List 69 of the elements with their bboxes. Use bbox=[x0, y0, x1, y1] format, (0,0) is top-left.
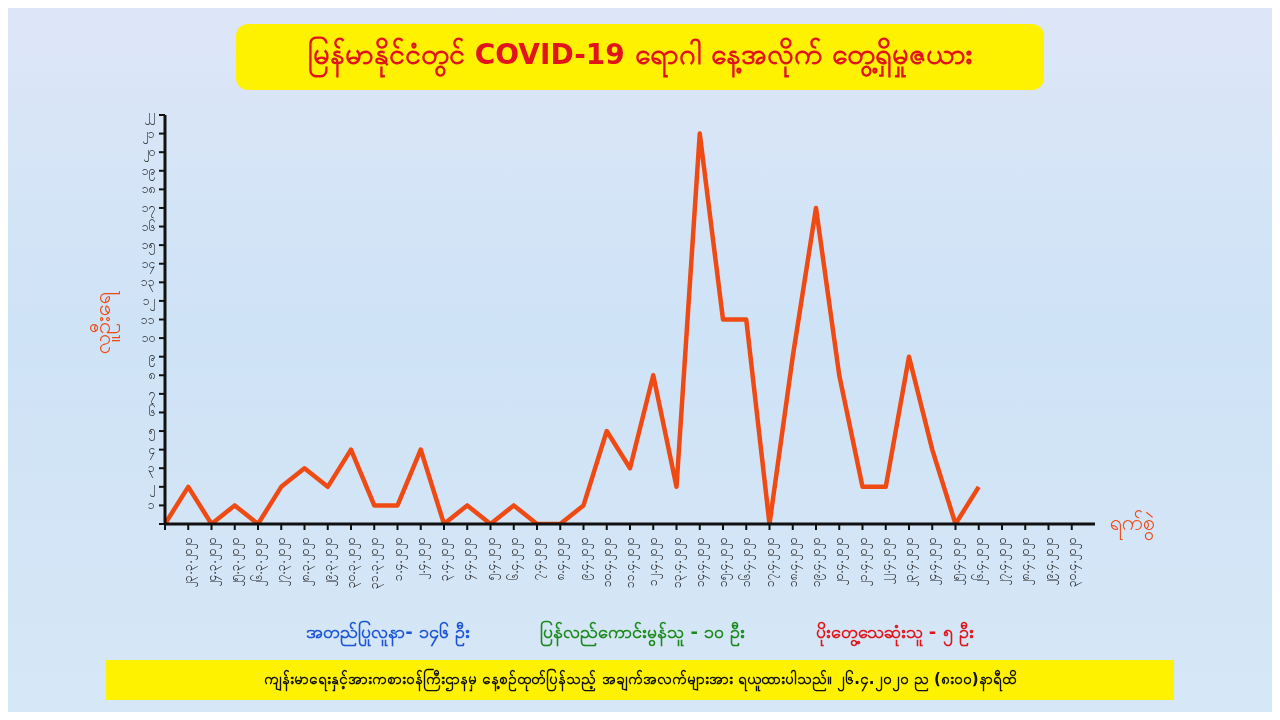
y-tick-label: ၁၈ bbox=[142, 182, 155, 197]
x-tick-label: ၂၆.၄.၂၀၂၀ bbox=[970, 538, 989, 585]
x-tick-label: ၈.၄.၂၀၂၀ bbox=[553, 538, 571, 580]
x-tick-label: ၅.၄.၂၀၂၀ bbox=[483, 538, 501, 580]
x-tick-label: ၉.၄.၂၀၂၀ bbox=[576, 538, 594, 580]
x-tick-label: ၁၀.၄.၂၀၂၀ bbox=[599, 538, 617, 587]
x-tick-label: ၂၃.၄.၂၀၂၀ bbox=[902, 538, 919, 586]
x-tick-label: ၂၁.၄.၂၀၂၀ bbox=[855, 538, 873, 586]
x-tick-label: ၂၈.၃.၂၀၂၀ bbox=[297, 538, 315, 586]
x-tick-label: ၄.၄.၂၀၂၀ bbox=[460, 538, 478, 580]
y-tick-label: ၁၁ bbox=[141, 312, 155, 327]
x-tick-label: ၁၇.၄.၂၀၂၀ bbox=[762, 538, 780, 587]
x-tick-label: ၁၂.၄.၂၀၂၀ bbox=[646, 538, 664, 586]
y-tick-label: ၁၉ bbox=[142, 163, 155, 181]
x-tick-label: ၂၉.၃.၂၀၂၀ bbox=[320, 538, 338, 586]
y-tick-label: ၂၂ bbox=[145, 108, 155, 125]
x-tick-label: ၁၄.၄.၂၀၂၀ bbox=[692, 538, 710, 587]
x-tick-label: ၇.၄.၂၀၂၀ bbox=[530, 538, 547, 580]
x-tick-label: ၂၃.၃.၂၀၂၀ bbox=[181, 538, 199, 587]
x-tick-label: ၂၇.၄.၂၀၂၀ bbox=[995, 538, 1012, 585]
x-tick-label: ၃၀.၃.၂၀၂၀ bbox=[344, 538, 361, 588]
y-tick-label: ၁၂ bbox=[143, 293, 155, 311]
x-tick-label: ၁၉.၄.၂၀၂၀ bbox=[809, 538, 826, 587]
x-tick-label: ၂၈.၄.၂၀၂၀ bbox=[1018, 538, 1036, 585]
y-tick-label: ၃ bbox=[148, 461, 155, 479]
y-tick-label: ၁၄ bbox=[142, 256, 155, 274]
y-tick-label: ၄ bbox=[149, 442, 155, 460]
y-tick-label: ၈ bbox=[149, 368, 155, 383]
text: အတည်ပြုလူနာ- ၁၄၆ ဦး bbox=[306, 620, 471, 647]
x-tick-label: ၂၉.၄.၂၀၂၀ bbox=[1041, 538, 1059, 585]
y-tick-label: ၁၅ bbox=[142, 238, 155, 256]
text: ကျန်းမာရေးနှင့်အားကစားဝန်ကြီးဌာနမှ နေ့စဉ်ထုတ်ပြန်သည့် အချက်အလက်များအား ရယူထားပါသည်။ ၂၆.၄.၂၀၂၀ ည (၈း၀၀)နာရီထိ bbox=[264, 669, 1016, 691]
y-tick-label: ၉ bbox=[149, 349, 155, 367]
x-axis-title: ရက်စွဲ bbox=[1110, 509, 1155, 541]
x-tick-label: ၂၅.၃.၂၀၂၀ bbox=[227, 538, 245, 586]
x-tick-label: ၂.၄.၂၀၂၀ bbox=[413, 538, 431, 579]
y-tick-label: ၂ bbox=[150, 479, 155, 497]
text: ပိုးတွေ့သေဆုံးသူ - ၅ ဦး bbox=[815, 620, 974, 647]
x-tick-label: ၃၀.၄.၂၀၂၀ bbox=[1064, 538, 1082, 587]
chart-title: မြန်မာနိုင်ငံတွင် COVID-19 ရောဂါ နေ့အလိုက် တွေ့ရှိမှုဇယား bbox=[307, 36, 973, 78]
y-axis-title: လူဦးရေ bbox=[88, 292, 121, 354]
x-tick-label: ၂၂.၄.၂၀၂၀ bbox=[878, 538, 896, 584]
y-tick-label: ၅ bbox=[149, 424, 155, 442]
x-tick-label: ၂၇.၃.၂၀၂၀ bbox=[274, 538, 292, 586]
y-tick-label: ၁ bbox=[148, 498, 155, 513]
x-tick-label: ၁၁.၄.၂၀၂၀ bbox=[623, 538, 640, 588]
x-tick-label: ၆.၄.၂၀၂၀ bbox=[505, 538, 524, 580]
text: ပြန်လည်ကောင်းမွန်သူ - ၁၀ ဦး bbox=[540, 620, 746, 647]
y-tick-label: ၇ bbox=[149, 386, 155, 404]
x-tick-label: ၁၃.၄.၂၀၂၀ bbox=[669, 538, 687, 588]
y-tick-label: ၂၁ bbox=[143, 126, 155, 144]
x-tick-label: ၂၅.၄.၂၀၂၀ bbox=[948, 538, 966, 585]
y-tick-label: ၂၀ bbox=[144, 145, 155, 163]
x-tick-label: ၁.၄.၂၀၂၀ bbox=[390, 538, 408, 581]
x-tick-label: ၂၄.၄.၂၀၂၀ bbox=[925, 538, 943, 585]
x-tick-label: ၁၅.၄.၂၀၂၀ bbox=[716, 538, 733, 587]
x-tick-label: ၁၈.၄.၂၀၂၀ bbox=[785, 538, 803, 587]
line-series bbox=[165, 131, 981, 524]
y-tick-label: ၁၆ bbox=[142, 218, 155, 234]
x-tick-label: ၂၆.၃.၂၀၂၀ bbox=[250, 538, 268, 586]
x-tick-label: ၃.၄.၂၀၂၀ bbox=[437, 538, 454, 581]
x-tick-label: ၂၀.၄.၂၀၂၀ bbox=[832, 538, 850, 585]
y-tick-label: ၆ bbox=[149, 404, 155, 420]
x-tick-label: ၃၁.၃.၂၀၂၀ bbox=[367, 538, 385, 589]
x-tick-label: ၂၄.၃.၂၀၂၀ bbox=[204, 538, 222, 586]
y-tick-label: ၁၃ bbox=[141, 275, 155, 293]
y-tick-label: ၁၇ bbox=[142, 200, 155, 218]
x-tick-label: ၁၆.၄.၂၀၂၀ bbox=[738, 538, 757, 587]
y-tick-label: ၁၀ bbox=[142, 331, 155, 346]
